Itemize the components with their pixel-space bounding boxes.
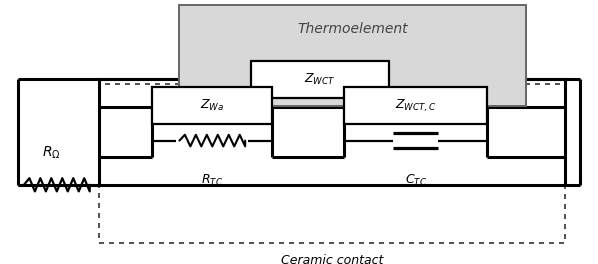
Text: $C_{TC}$: $C_{TC}$ (404, 173, 427, 188)
Bar (251, 61, 389, 98)
Bar (152, 87, 272, 124)
Bar (344, 87, 487, 124)
Text: $Z_{Wa}$: $Z_{Wa}$ (200, 98, 224, 113)
Text: $R_{TC}$: $R_{TC}$ (202, 173, 223, 188)
Bar (179, 5, 526, 106)
Text: Ceramic contact: Ceramic contact (280, 253, 383, 264)
Bar (99, 84, 565, 243)
Text: $Z_{WCT,C}$: $Z_{WCT,C}$ (395, 97, 437, 114)
Text: $R_{\Omega}$: $R_{\Omega}$ (41, 145, 60, 161)
Text: Thermoelement: Thermoelement (298, 22, 408, 36)
Text: $Z_{WCT}$: $Z_{WCT}$ (304, 72, 335, 87)
